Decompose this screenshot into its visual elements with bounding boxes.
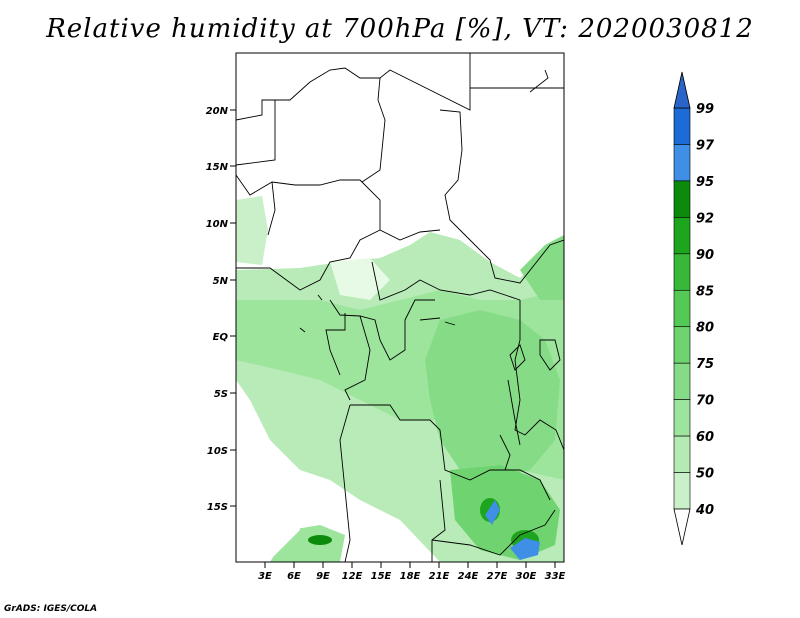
map-title: Relative humidity at 700hPa [%], VT: 202… [46, 14, 754, 44]
lon-tick-label: 9E [316, 571, 330, 582]
lat-tick-label: 5S [214, 389, 228, 400]
colorbar-max-arrow [673, 71, 691, 109]
colorbar-label: 80 [696, 321, 714, 336]
colorbar-segment [673, 399, 691, 437]
colorbar-label: 97 [696, 138, 715, 153]
colorbar-segment [673, 180, 691, 218]
colorbar-segment [673, 435, 691, 473]
humidity-ethiopia [520, 235, 564, 300]
colorbar-label: 92 [696, 211, 714, 226]
colorbar-label: 70 [696, 394, 714, 409]
colorbar-segment [673, 472, 691, 510]
dry-pocket-atlantic [236, 460, 300, 562]
colorbar-segment [673, 253, 691, 291]
lon-tick-label: 24E [458, 571, 479, 582]
lon-tick-label: 6E [287, 571, 301, 582]
lon-tick-label: 33E [545, 571, 566, 582]
humidity-97-spot-2 [485, 500, 500, 525]
colorbar-segment [673, 217, 691, 255]
colorbar-label: 85 [696, 284, 714, 299]
colorbar-min-arrow [673, 508, 691, 546]
country-borders [236, 53, 564, 562]
colorbar-label: 60 [696, 430, 714, 445]
colorbar-label: 50 [696, 467, 714, 482]
lon-tick-label: 3E [258, 571, 272, 582]
colorbar-label: 90 [696, 248, 714, 263]
humidity-97-spot-1 [510, 538, 540, 560]
map-frame [235, 52, 565, 563]
grads-credit: GrADS: IGES/COLA [4, 604, 98, 614]
lon-tick-label: 27E [487, 571, 508, 582]
lon-tick-label: 30E [516, 571, 537, 582]
colorbar-segment [673, 107, 691, 145]
colorbar-label: 75 [696, 357, 714, 372]
lat-tick-label: 15S [207, 502, 228, 513]
lat-tick-label: 5N [213, 276, 229, 287]
humidity-92-spot-1 [308, 535, 332, 545]
lat-tick-label: 15N [206, 162, 229, 173]
colorbar-segment [673, 144, 691, 182]
humidity-80-85 [425, 310, 560, 480]
dry-pocket-central [330, 258, 390, 300]
colorbar-segment [673, 326, 691, 364]
lon-tick-label: 15E [371, 571, 392, 582]
colorbar-label: 99 [696, 102, 714, 117]
colorbar-label: 95 [696, 175, 714, 190]
lat-tick-label: EQ [213, 332, 229, 343]
lat-tick-label: 10S [207, 446, 228, 457]
humidity-west-coast [236, 196, 268, 265]
humidity-field [236, 53, 564, 562]
colorbar-segment [673, 289, 691, 328]
lon-axis: 3E 6E 9E 12E 15E 18E 21E 24E 27E 30E 33E [258, 562, 566, 582]
lon-tick-label: 12E [342, 571, 363, 582]
colorbar-segment [673, 362, 691, 400]
lon-tick-label: 21E [429, 571, 450, 582]
lat-axis: 20N 15N 10N 5N EQ 5S 10S 15S [206, 106, 236, 513]
lon-tick-label: 18E [400, 571, 421, 582]
lat-tick-label: 10N [206, 219, 229, 230]
lat-tick-label: 20N [206, 106, 229, 117]
colorbar-label: 40 [695, 503, 714, 518]
colorbar: 99 97 95 92 90 85 80 75 70 60 50 40 [673, 71, 715, 546]
